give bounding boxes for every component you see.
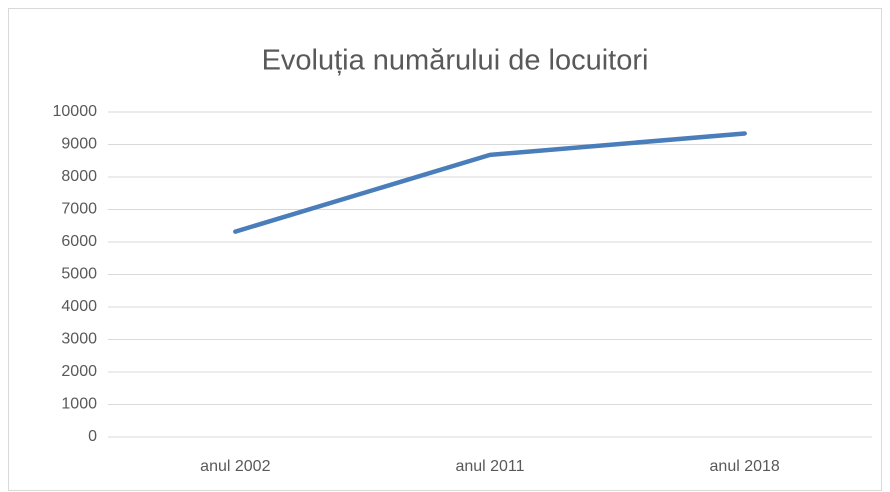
- y-tick-label: 8000: [61, 168, 97, 185]
- y-tick-label: 0: [88, 428, 97, 445]
- y-tick-label: 7000: [61, 201, 97, 218]
- chart-title: Evoluția numărului de locuitori: [262, 45, 649, 77]
- x-tick-label: anul 2011: [455, 458, 524, 475]
- y-tick-label: 1000: [61, 396, 97, 413]
- y-tick-label: 6000: [61, 233, 97, 250]
- y-tick-label: 4000: [61, 298, 97, 315]
- x-tick-label: anul 2002: [200, 458, 270, 475]
- x-tick-label: anul 2018: [710, 458, 780, 475]
- y-tick-label: 10000: [53, 103, 98, 120]
- y-tick-label: 3000: [61, 331, 97, 348]
- chart-border: [8, 8, 882, 491]
- y-tick-label: 9000: [61, 136, 97, 153]
- series-line: [233, 131, 747, 234]
- y-tick-label: 5000: [61, 266, 97, 283]
- y-tick-label: 2000: [61, 363, 97, 380]
